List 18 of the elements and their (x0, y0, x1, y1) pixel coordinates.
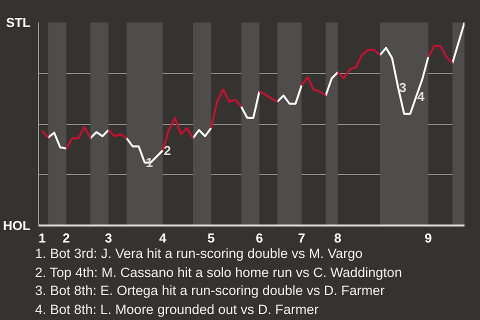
text: 2. Top 4th: M. Cassano hit a solo home run vs C. Waddington (35, 264, 402, 280)
x-tick-label: 6 (256, 230, 263, 246)
annotation: 3 (399, 80, 406, 95)
x-tick-label: 2 (62, 230, 70, 246)
text: 3. Bot 8th: E. Ortega hit a run-scoring double vs D. Farmer (35, 283, 385, 298)
annotation: 2 (164, 142, 172, 158)
x-tick-label: 8 (334, 230, 342, 246)
x-tick-label: 1 (38, 230, 46, 246)
x-tick-label: 9 (424, 230, 432, 246)
x-tick-label: 5 (207, 230, 215, 246)
text: 4. Bot 8th: L. Moore grounded out vs D. Farmer (35, 302, 319, 316)
text: 1. Bot 3rd: J. Vera hit a run-scoring double vs M. Vargo (35, 246, 363, 261)
x-tick-label: 3 (104, 230, 112, 246)
annotation: 4 (417, 89, 426, 104)
text: STL (6, 15, 31, 30)
x-tick-label: 7 (298, 230, 306, 246)
text: HOL (3, 218, 31, 233)
x-tick-label: 4 (159, 230, 168, 246)
